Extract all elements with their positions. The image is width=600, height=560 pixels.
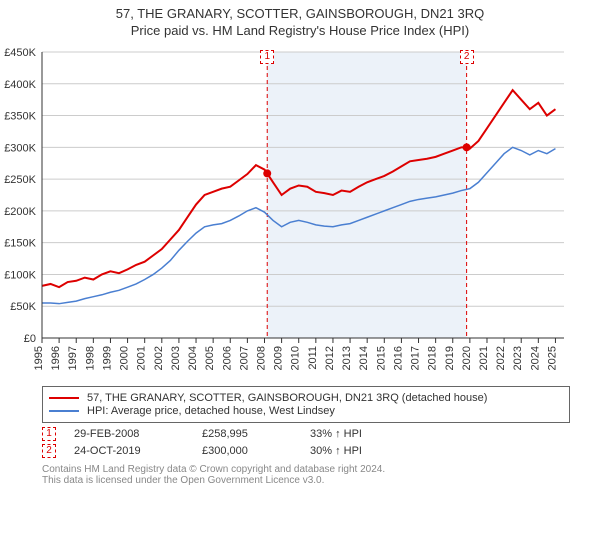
sale-date: 29-FEB-2008 [74,428,184,440]
svg-text:2022: 2022 [495,346,507,370]
footer-line: This data is licensed under the Open Gov… [42,475,570,486]
svg-text:2025: 2025 [546,346,558,370]
footer: Contains HM Land Registry data © Crown c… [42,464,570,486]
chart-subtitle: Price paid vs. HM Land Registry's House … [0,23,600,38]
vline-marker-label: 1 [260,50,274,64]
svg-text:1995: 1995 [33,346,45,370]
sales-table: 1 29-FEB-2008 £258,995 33% ↑ HPI 2 24-OC… [42,427,570,458]
legend-label: 57, THE GRANARY, SCOTTER, GAINSBOROUGH, … [87,392,487,404]
svg-text:2016: 2016 [392,346,404,370]
svg-text:2020: 2020 [461,346,473,370]
svg-text:1999: 1999 [101,346,113,370]
svg-text:2021: 2021 [478,346,490,370]
sale-marker-icon: 1 [42,427,56,441]
svg-text:2007: 2007 [238,346,250,370]
svg-text:1996: 1996 [50,346,62,370]
svg-text:2024: 2024 [529,346,541,370]
sale-price: £258,995 [202,428,292,440]
plot-area: £0£50K£100K£150K£200K£250K£300K£350K£400… [42,48,600,378]
svg-text:2001: 2001 [136,346,148,370]
legend-swatch [49,410,79,412]
sale-marker-icon: 2 [42,444,56,458]
svg-text:£100K: £100K [4,269,36,281]
svg-text:2023: 2023 [512,346,524,370]
legend-item-price-paid: 57, THE GRANARY, SCOTTER, GAINSBOROUGH, … [49,392,563,404]
svg-text:2006: 2006 [221,346,233,370]
svg-text:£450K: £450K [4,48,36,59]
svg-text:2013: 2013 [341,346,353,370]
svg-text:2000: 2000 [119,346,131,370]
sale-delta: 30% ↑ HPI [310,445,362,457]
legend-label: HPI: Average price, detached house, West… [87,405,335,417]
svg-text:2012: 2012 [324,346,336,370]
svg-text:1997: 1997 [67,346,79,370]
svg-text:2018: 2018 [427,346,439,370]
vline-marker-label: 2 [460,50,474,64]
sale-date: 24-OCT-2019 [74,445,184,457]
line-chart: £0 £50K £100K £150K £200K £250K £300K £350K £400… [0,48,572,378]
sale-row: 2 24-OCT-2019 £300,000 30% ↑ HPI [42,444,570,458]
sale-delta: 33% ↑ HPI [310,428,362,440]
svg-text:2014: 2014 [358,346,370,370]
svg-text:2015: 2015 [375,346,387,370]
svg-text:£200K: £200K [4,206,36,218]
svg-text:£250K: £250K [4,174,36,186]
legend-swatch [49,397,79,399]
footer-line: Contains HM Land Registry data © Crown c… [42,464,570,475]
sale-row: 1 29-FEB-2008 £258,995 33% ↑ HPI [42,427,570,441]
legend-item-hpi: HPI: Average price, detached house, West… [49,405,563,417]
svg-text:2010: 2010 [290,346,302,370]
svg-text:£300K: £300K [4,142,36,154]
svg-text:2009: 2009 [273,346,285,370]
svg-text:£150K: £150K [4,238,36,250]
svg-text:£400K: £400K [4,79,36,91]
svg-text:2019: 2019 [444,346,456,370]
svg-text:2008: 2008 [255,346,267,370]
svg-text:2005: 2005 [204,346,216,370]
legend: 57, THE GRANARY, SCOTTER, GAINSBOROUGH, … [42,386,570,423]
svg-text:1998: 1998 [84,346,96,370]
svg-text:2004: 2004 [187,346,199,370]
svg-text:£50K: £50K [10,301,36,313]
svg-text:2002: 2002 [153,346,165,370]
svg-text:2003: 2003 [170,346,182,370]
svg-text:2017: 2017 [410,346,422,370]
chart-title: 57, THE GRANARY, SCOTTER, GAINSBOROUGH, … [0,6,600,21]
sale-price: £300,000 [202,445,292,457]
svg-text:2011: 2011 [307,346,319,370]
svg-text:£0: £0 [24,333,36,345]
svg-text:£350K: £350K [4,111,36,123]
